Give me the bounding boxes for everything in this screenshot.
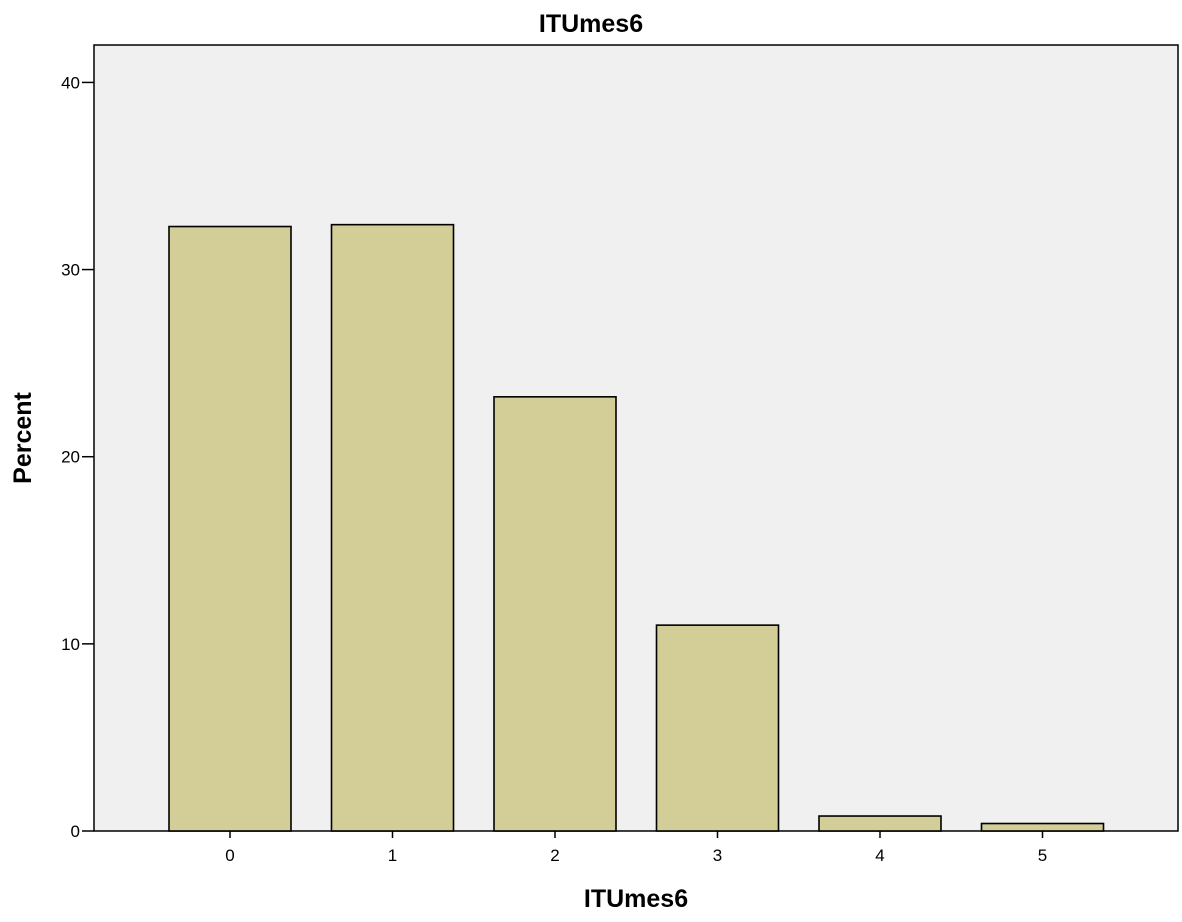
y-tick-label: 10 [61,635,80,654]
x-axis-title: ITUmes6 [584,885,688,913]
x-tick-label: 1 [388,846,397,865]
x-tick-label: 5 [1038,846,1047,865]
bar-0 [168,225,292,832]
bar-3 [655,624,780,832]
bar-1 [330,223,455,832]
y-tick-label: 40 [61,73,80,92]
x-axis: 0 1 2 3 4 5 [225,831,1047,865]
y-tick-label: 30 [61,261,80,280]
bars-group [168,223,1105,832]
y-tick-label: 0 [71,822,80,841]
y-tick-label: 20 [61,448,80,467]
x-tick-label: 3 [713,846,722,865]
x-tick-label: 2 [550,846,559,865]
chart-title: ITUmes6 [539,10,643,38]
bar-4 [818,815,942,832]
x-tick-label: 4 [875,846,884,865]
y-axis-title: Percent [9,391,37,483]
bar-5 [980,822,1105,832]
x-tick-label: 0 [225,846,234,865]
y-axis: 0 10 20 30 40 [61,73,94,841]
bar-2 [493,396,617,832]
